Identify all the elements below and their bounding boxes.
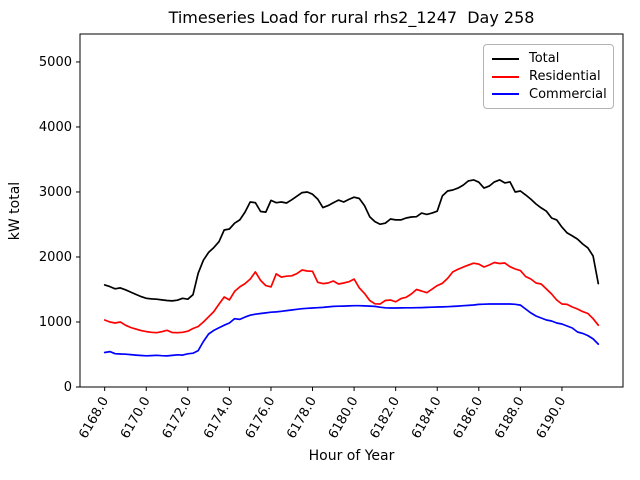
x-tick-label: 6178.0 — [284, 395, 320, 442]
y-tick-label: 5000 — [39, 55, 72, 70]
x-tick-label: 6180.0 — [326, 395, 362, 442]
x-tick-label: 6172.0 — [160, 395, 196, 442]
legend-line-commercial-swatch — [492, 93, 519, 96]
y-tick-label: 2000 — [39, 250, 72, 265]
legend-label-total: Total — [529, 51, 560, 67]
x-axis-label: Hour of Year — [308, 448, 395, 464]
y-tick-label: 1000 — [39, 315, 72, 330]
legend-label-commercial: Commercial — [529, 86, 607, 102]
x-tick-label: 6190.0 — [534, 395, 570, 442]
legend-line-total-swatch — [492, 57, 519, 60]
legend-line-residential-swatch — [492, 75, 519, 78]
x-tick-label: 6168.0 — [76, 395, 112, 442]
y-tick-label: 3000 — [39, 185, 72, 200]
series-line-total — [103, 179, 600, 302]
legend-item-residential: Residential — [492, 68, 605, 86]
legend-label-residential: Residential — [529, 69, 601, 84]
x-tick-label: 6182.0 — [367, 395, 403, 442]
plot-frame — [79, 33, 624, 388]
x-tick-label: 6174.0 — [201, 395, 237, 442]
x-tick-label: 6184.0 — [409, 395, 445, 442]
x-tick-label: 6188.0 — [492, 395, 528, 442]
series-line-residential — [103, 261, 600, 334]
y-axis-label: kW total — [7, 181, 23, 241]
x-tick-label: 6176.0 — [243, 395, 279, 442]
y-tick-label: 0 — [64, 380, 72, 395]
chart-title: Timeseries Load for rural rhs2_1247 Day … — [168, 8, 535, 27]
x-tick-label: 6170.0 — [118, 395, 154, 442]
series-line-commercial — [103, 303, 600, 357]
legend-item-commercial: Commercial — [492, 85, 607, 103]
legend: Total Residential Commercial — [483, 44, 614, 109]
x-tick-label: 6186.0 — [451, 395, 487, 442]
legend-item-total: Total — [492, 50, 605, 68]
y-tick-label: 4000 — [39, 120, 72, 135]
